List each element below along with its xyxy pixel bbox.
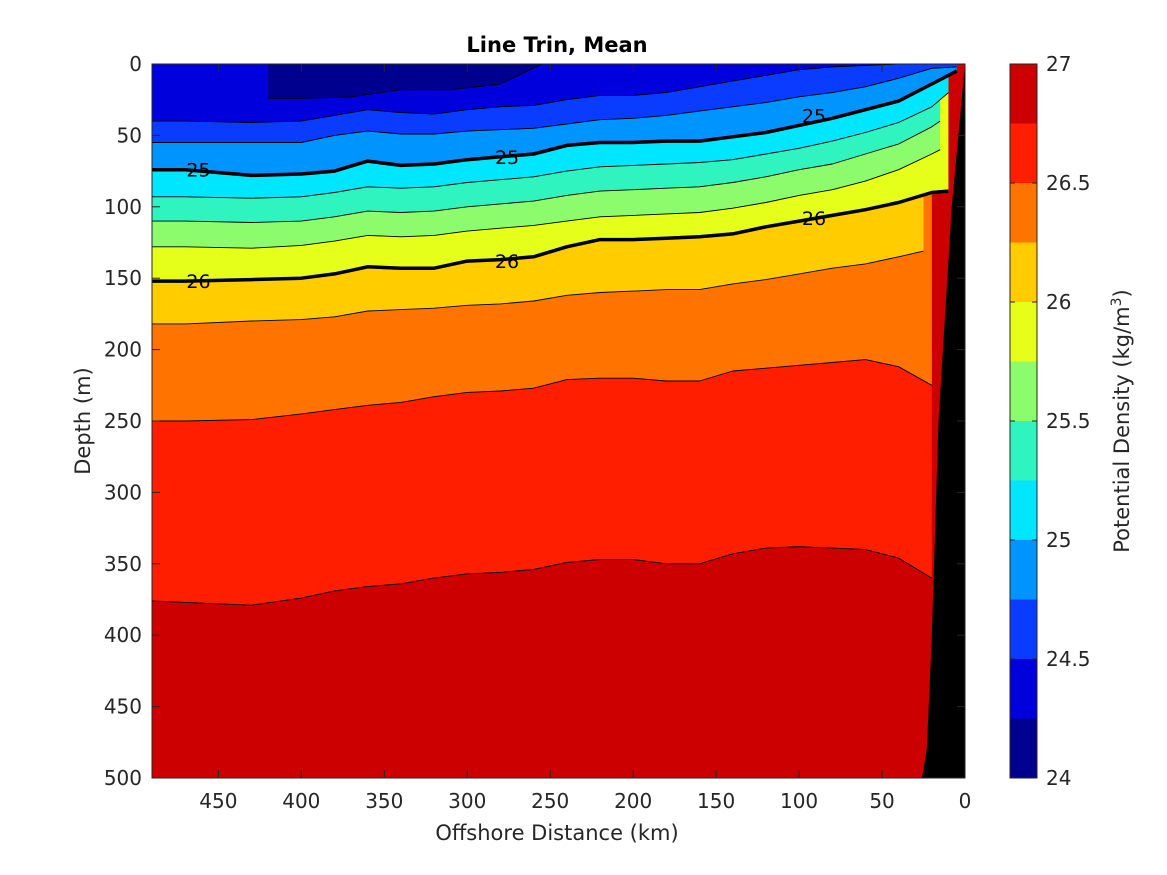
colorbar-tick-label: 26	[1046, 290, 1071, 314]
contour-label: 25	[495, 147, 519, 169]
contour-line	[152, 149, 941, 249]
contour-label: 26	[495, 251, 519, 273]
contour-line	[152, 92, 949, 199]
colorbar-tick-label: 27	[1046, 52, 1071, 76]
colorbar-swatch	[1010, 659, 1037, 719]
y-tick-label: 150	[104, 266, 142, 290]
contour-line-layer	[152, 64, 958, 606]
axes-layer: 450 400 350 300 250 200 150 100 50 00501001502002…	[104, 52, 972, 813]
colorbar-swatch	[1010, 361, 1037, 421]
band-fill	[268, 64, 542, 99]
contour-line	[152, 120, 941, 223]
colorbar-swatch	[1010, 718, 1037, 778]
y-tick-label: 200	[104, 338, 142, 362]
colorbar-swatch	[1010, 480, 1037, 540]
y-tick-label: 400	[104, 623, 142, 647]
x-axis-label: Offshore Distance (km)	[435, 821, 678, 845]
contour-line-bold	[152, 69, 958, 178]
y-tick-label: 100	[104, 195, 142, 219]
colorbar-swatch	[1010, 599, 1037, 659]
contour-label: 25	[802, 105, 826, 127]
contour-label: 26	[186, 271, 210, 293]
contour-line	[152, 546, 933, 606]
x-tick-label: 0	[959, 789, 972, 813]
colorbar-swatch	[1010, 242, 1037, 302]
colorbar-tick-label: 24.5	[1046, 647, 1091, 671]
x-tick-label: 250	[531, 789, 569, 813]
x-tick-label: 200	[614, 789, 652, 813]
colorbar-swatch	[1010, 540, 1037, 600]
bathymetry-shape	[921, 64, 965, 778]
contour-line	[268, 64, 543, 99]
y-tick-label: 250	[104, 409, 142, 433]
y-tick-label: 300	[104, 480, 142, 504]
bathymetry-layer	[921, 64, 965, 778]
contour-label-layer: 25 25 25 26 26 26	[186, 105, 826, 293]
colorbar-tick-label: 26.5	[1046, 171, 1091, 195]
x-tick-label: 400	[282, 789, 320, 813]
colorbar-swatch	[1010, 123, 1037, 183]
contour-label-text: 25	[802, 105, 826, 127]
x-tick-label: 50	[869, 789, 894, 813]
chart-title: Line Trin, Mean	[466, 33, 647, 57]
y-tick-label: 50	[117, 123, 142, 147]
colorbar: 24 24.5 25 25.5 26 26.5 27	[1009, 52, 1091, 790]
y-axis-label: Depth (m)	[71, 367, 95, 474]
contour-line	[152, 359, 933, 422]
contour-label: 25	[186, 160, 210, 182]
x-tick-label: 300	[448, 789, 486, 813]
contour-line-bold	[152, 189, 949, 283]
contour-line	[152, 250, 924, 325]
contour-label-text: 26	[802, 208, 826, 230]
x-tick-label: 450	[199, 789, 237, 813]
contour-line	[152, 64, 957, 123]
colorbar-tick-label: 25.5	[1046, 409, 1091, 433]
x-tick-label: 150	[697, 789, 735, 813]
y-tick-label: 500	[104, 766, 142, 790]
colorbar-label: Potential Density (kg/m3)	[1109, 289, 1134, 553]
contour-label: 26	[802, 208, 826, 230]
x-tick-label: 100	[780, 789, 818, 813]
y-tick-label: 350	[104, 552, 142, 576]
y-tick-label: 0	[129, 52, 142, 76]
contour-label-text: 25	[186, 160, 210, 182]
colorbar-swatch	[1010, 64, 1037, 124]
colorbar-tick-label: 25	[1046, 528, 1071, 552]
colorbar-swatch	[1010, 421, 1037, 481]
contour-label-text: 26	[495, 251, 519, 273]
colorbar-swatch	[1010, 183, 1037, 243]
y-tick-label: 450	[104, 695, 142, 719]
colorbar-swatch	[1010, 302, 1037, 362]
colorbar-tick-label: 24	[1046, 766, 1071, 790]
contour-label-text: 26	[186, 271, 210, 293]
contour-line	[152, 66, 957, 143]
contour-label-text: 25	[495, 147, 519, 169]
x-tick-label: 350	[365, 789, 403, 813]
contour-fill-layer	[152, 64, 965, 778]
